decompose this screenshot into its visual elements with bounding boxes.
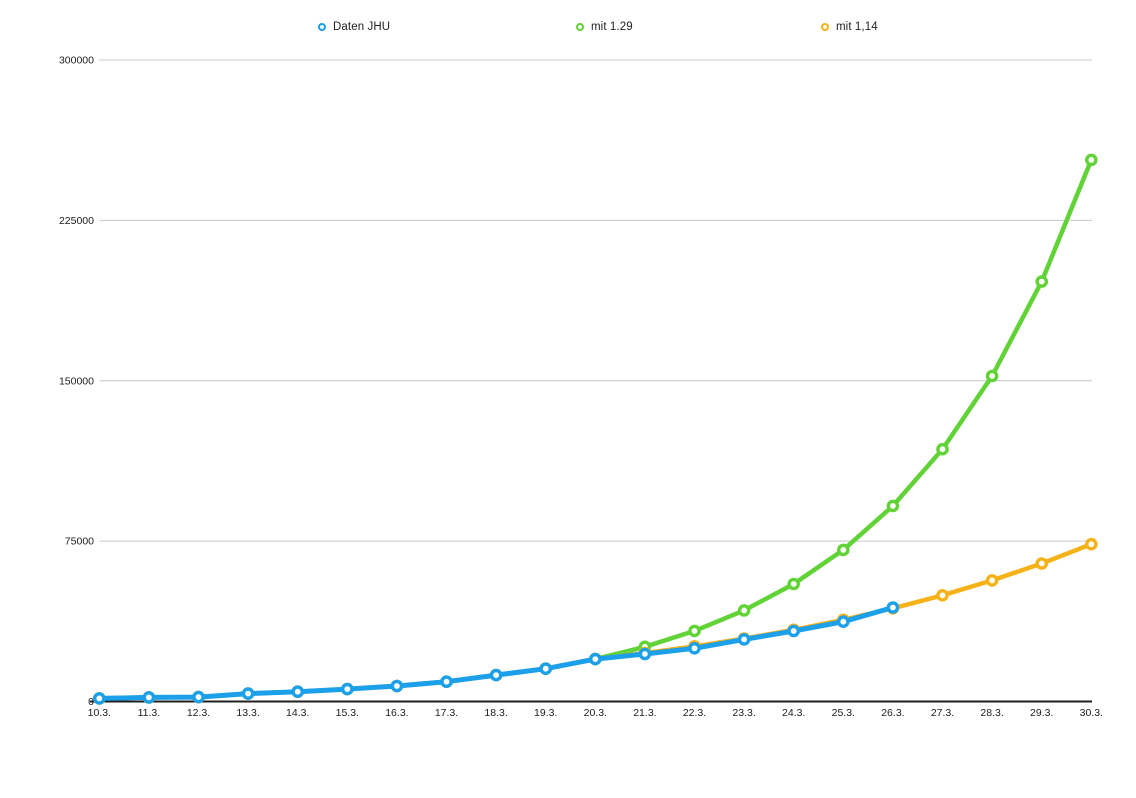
legend-label: mit 1,14 <box>836 21 878 33</box>
series-line <box>96 605 896 701</box>
data-point-marker <box>1035 275 1048 288</box>
legend-item-daten-jhu: Daten JHU <box>318 21 390 33</box>
data-point-marker <box>688 624 701 638</box>
x-tick-label: 23.3. <box>732 707 755 719</box>
data-point-marker <box>192 690 205 704</box>
y-tick-label: 75000 <box>65 536 94 548</box>
data-point-marker <box>787 577 801 591</box>
data-point-marker <box>985 574 999 587</box>
data-point-marker <box>93 692 106 705</box>
data-point-marker <box>340 682 354 696</box>
legend-marker-icon <box>576 23 584 31</box>
x-tick-label: 24.3. <box>782 707 805 719</box>
data-point-marker <box>737 633 751 646</box>
x-tick-label: 16.3. <box>385 707 408 719</box>
data-point-marker <box>539 662 553 676</box>
x-tick-label: 25.3. <box>832 707 855 719</box>
gridlines: 0 75000 150000 225000 300000 <box>59 55 1092 708</box>
data-point-marker <box>1035 557 1048 570</box>
data-point-marker <box>390 679 404 693</box>
series-mit-1-14 <box>93 537 1098 705</box>
x-tick-label: 13.3. <box>236 707 259 719</box>
x-tick-label: 29.3. <box>1030 707 1053 719</box>
data-point-marker <box>936 589 949 602</box>
x-tick-label: 10.3. <box>88 707 111 719</box>
y-tick-label: 0 <box>88 696 94 708</box>
data-point-marker <box>886 499 900 513</box>
data-point-marker <box>638 647 652 661</box>
x-tick-label: 17.3. <box>435 707 458 719</box>
y-tick-label: 300000 <box>59 55 94 67</box>
data-point-marker <box>1085 153 1098 167</box>
x-tick-label: 28.3. <box>980 707 1003 719</box>
data-point-marker <box>1085 537 1098 551</box>
data-point-marker <box>936 442 949 456</box>
x-tick-label: 11.3. <box>138 707 161 719</box>
legend-label: mit 1.29 <box>591 21 633 33</box>
series-mit-1-29 <box>93 153 1098 705</box>
data-point-marker <box>837 543 850 557</box>
series-line <box>97 541 1094 701</box>
x-tick-label: 26.3. <box>881 707 904 719</box>
data-point-marker <box>737 604 751 617</box>
data-point-marker <box>688 642 701 655</box>
x-tick-label: 18.3. <box>484 707 507 719</box>
x-tick-label: 15.3. <box>336 707 359 719</box>
x-tick-label: 21.3. <box>633 707 656 719</box>
y-tick-label: 150000 <box>59 375 94 387</box>
x-tick-label: 30.3. <box>1080 707 1103 719</box>
x-tick-labels: 10.3. 11.3. 12.3. 13.3. 14.3. 15.3. 16.3. 17.3.… <box>88 707 1103 719</box>
legend-label: Daten JHU <box>333 21 391 33</box>
data-point-marker <box>787 624 801 638</box>
series-line <box>97 157 1094 701</box>
data-point-marker <box>440 675 453 689</box>
x-tick-label: 12.3. <box>187 707 210 719</box>
legend-item-mit-1-14: mit 1,14 <box>821 21 878 33</box>
data-point-marker <box>837 615 850 629</box>
data-point-marker <box>886 601 900 614</box>
x-tick-label: 22.3. <box>683 707 706 719</box>
data-point-marker <box>142 691 156 704</box>
data-point-marker <box>241 687 255 700</box>
data-point-marker <box>291 685 305 699</box>
data-point-marker <box>489 668 503 682</box>
data-point-marker <box>589 652 602 666</box>
x-tick-label: 20.3. <box>584 707 607 719</box>
legend-marker-icon <box>821 23 829 31</box>
legend-marker-icon <box>318 23 326 31</box>
x-tick-label: 27.3. <box>931 707 954 719</box>
data-point-marker <box>985 369 999 383</box>
x-tick-label: 14.3. <box>286 707 309 719</box>
x-tick-label: 19.3. <box>534 707 557 719</box>
series-daten-jhu <box>93 601 900 705</box>
legend-item-mit-1-29: mit 1.29 <box>576 21 633 33</box>
y-tick-label: 225000 <box>59 215 94 227</box>
